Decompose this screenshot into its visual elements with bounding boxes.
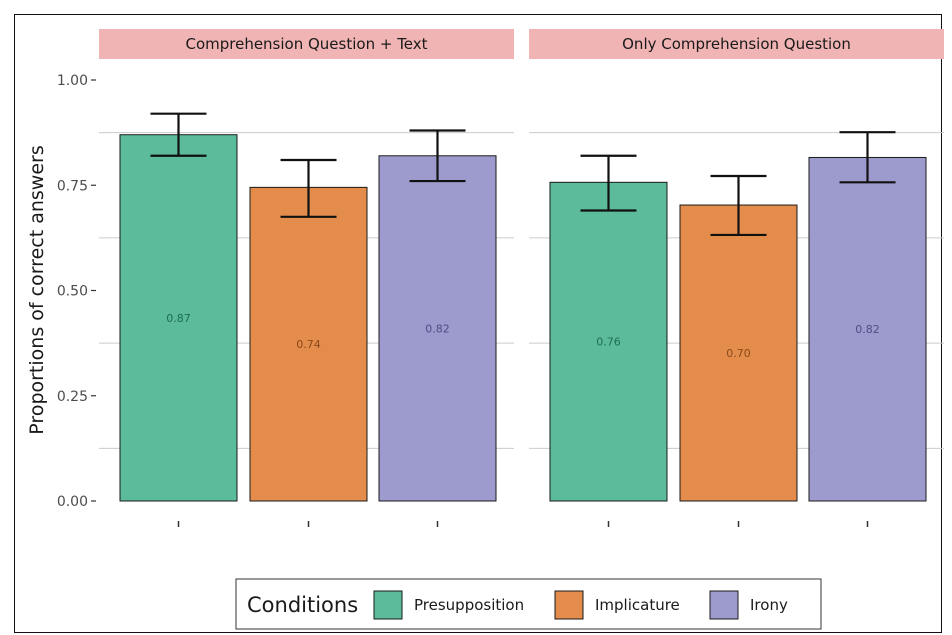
bar (808, 156, 927, 502)
legend-key (554, 590, 584, 620)
facet-strip-label: Comprehension Question + Text (185, 35, 427, 53)
y-axis: 0.00 0.25 0.50 0.75 1.00 (57, 73, 96, 510)
y-tick-label: 0.50 (57, 284, 88, 300)
bar-value-label: 0.87 (166, 312, 191, 325)
facet-panel: Comprehension Question + Text 0.87 0.74 0.8… (99, 29, 514, 527)
bar-value-label: 0.82 (425, 322, 450, 335)
y-tick-label: 0.75 (57, 178, 88, 194)
bar (679, 204, 798, 502)
facet-strip-label: Only Comprehension Question (622, 35, 851, 53)
legend-key (709, 590, 739, 620)
facet-panel: Only Comprehension Question 0.76 0.70 0.82 (529, 29, 944, 527)
facet-panels: Comprehension Question + Text 0.87 0.74 0.8… (99, 29, 944, 527)
legend-label: Irony (750, 596, 788, 614)
bar (549, 181, 668, 502)
y-tick-label: 1.00 (57, 73, 88, 89)
legend: Conditions Presupposition Implicature Irony (235, 578, 822, 630)
legend-key (373, 590, 403, 620)
legend-title: Conditions (247, 593, 358, 617)
bar (378, 155, 497, 502)
bar (249, 186, 368, 502)
facet-strip (529, 29, 944, 59)
bar-value-label: 0.74 (296, 338, 321, 351)
bar (119, 134, 238, 502)
legend-label: Presupposition (414, 596, 524, 614)
facet-strip (99, 29, 514, 59)
figure-frame (14, 14, 942, 633)
y-axis-title: Proportions of correct answers (26, 145, 48, 434)
bar-value-label: 0.76 (596, 336, 621, 349)
bar-value-label: 0.70 (726, 347, 751, 360)
y-tick-label: 0.25 (57, 389, 88, 405)
bar-value-label: 0.82 (855, 323, 880, 336)
legend-label: Implicature (595, 596, 680, 614)
y-tick-label: 0.00 (57, 494, 88, 510)
